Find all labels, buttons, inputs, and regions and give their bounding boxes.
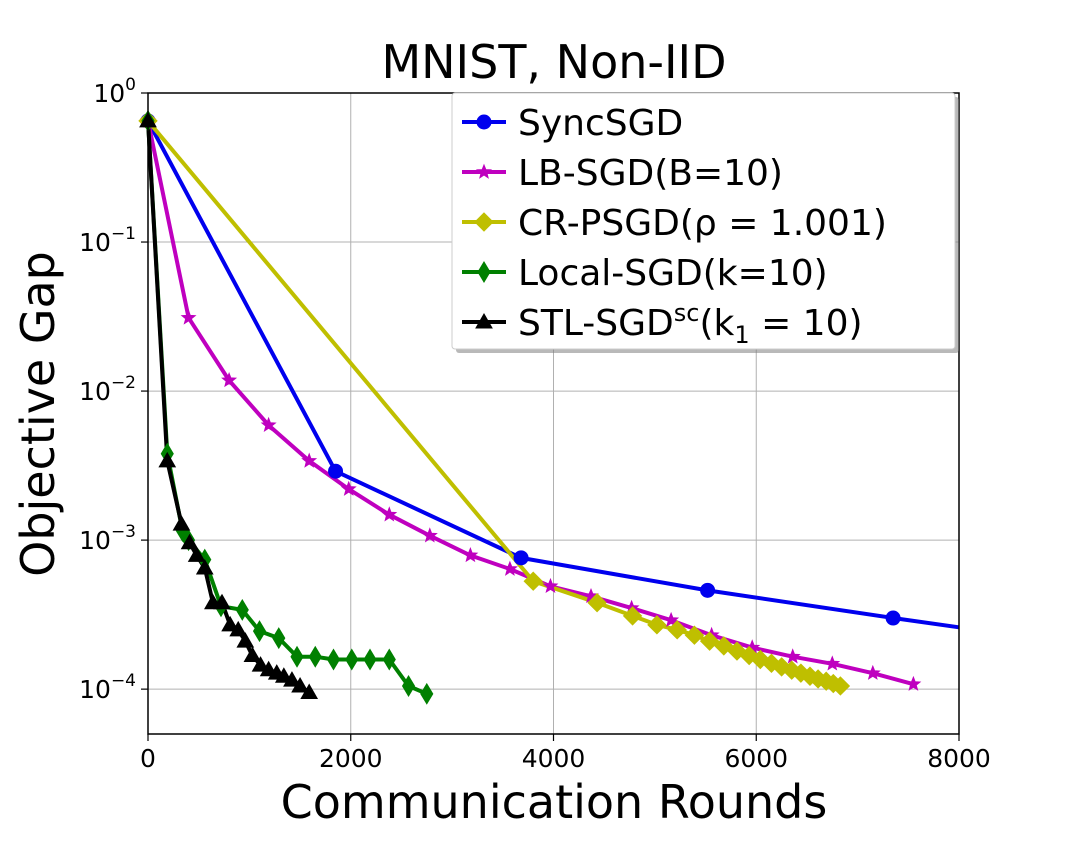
- data-point-syncsgd: [328, 463, 344, 479]
- legend-item-stl-sgd: STL-SGDsc(k1 = 10): [462, 299, 863, 349]
- legend-swatch-marker: [475, 312, 493, 329]
- data-point-stl-sgd: [300, 683, 319, 699]
- legend-label: LB-SGD(B=10): [518, 153, 783, 194]
- data-point-syncsgd: [885, 610, 901, 626]
- data-point-cr-psgd-1-001-: [647, 615, 667, 635]
- data-point-stl-sgd: [243, 646, 262, 663]
- data-point-local-sgd-k-10-: [252, 620, 267, 643]
- legend-box: [451, 92, 956, 350]
- legend-swatch-marker: [476, 114, 492, 130]
- y-axis-ticks: 100 10−1 10−2 10−3 10−4: [79, 75, 148, 704]
- data-point-lb-sgd-b-10-: [421, 527, 438, 543]
- data-point-cr-psgd-1-001-: [830, 676, 851, 696]
- legend-swatch-marker: [474, 212, 494, 232]
- data-point-lb-sgd-b-10-: [542, 577, 559, 594]
- data-point-syncsgd: [513, 550, 529, 566]
- data-point-lb-sgd-b-10-: [663, 611, 680, 628]
- data-point-lb-sgd-b-10-: [462, 547, 479, 563]
- data-point-stl-sgd: [158, 451, 177, 468]
- data-point-lb-sgd-b-10-: [501, 560, 518, 576]
- legend: SyncSGD LB-SGD(B=10) CR-PSGD(ρ = 1.001) Loc…: [451, 92, 959, 353]
- data-point-lb-sgd-b-10-: [221, 372, 238, 388]
- data-point-lb-sgd-b-10-: [260, 416, 277, 433]
- data-point-stl-sgd: [195, 558, 214, 575]
- data-point-lb-sgd-b-10-: [784, 648, 801, 664]
- legend-label: Local-SGD(k=10): [518, 253, 828, 294]
- data-point-lb-sgd-b-10-: [381, 506, 398, 522]
- x-axis-ticks: 0 2000 4000 6000 8000: [140, 734, 991, 773]
- data-point-local-sgd-k-10-: [308, 645, 322, 668]
- data-point-local-sgd-k-10-: [382, 648, 396, 671]
- data-point-cr-psgd-1-001-: [523, 571, 543, 591]
- data-point-stl-sgd: [236, 632, 255, 648]
- data-point-local-sgd-k-10-: [401, 675, 416, 697]
- data-point-stl-sgd: [213, 593, 231, 610]
- chart-title: MNIST, Non-IID: [381, 35, 726, 89]
- y-tick-label: 100: [93, 75, 136, 108]
- series-line-local-sgd-k-10-: [146, 120, 428, 696]
- data-point-local-sgd-k-10-: [272, 627, 286, 650]
- y-tick-label: 10−3: [79, 522, 136, 555]
- series-line-syncsgd: [146, 119, 960, 630]
- legend-label: STL-SGDsc(k1 = 10): [518, 299, 863, 349]
- data-point-cr-psgd-1-001-: [667, 620, 687, 640]
- data-point-lb-sgd-b-10-: [824, 655, 841, 671]
- legend-item-cr-psgd-1-001-: CR-PSGD(ρ = 1.001): [462, 203, 887, 244]
- legend-item-syncsgd: SyncSGD: [462, 103, 683, 144]
- data-point-local-sgd-k-10-: [363, 648, 377, 671]
- data-point-cr-psgd-1-001-: [699, 631, 720, 651]
- legend-item-lb-sgd-b-10-: LB-SGD(B=10): [462, 153, 783, 194]
- legend-label: SyncSGD: [518, 103, 683, 144]
- x-tick-label: 8000: [927, 744, 991, 773]
- x-tick-label: 6000: [724, 744, 788, 773]
- legend-swatch-marker: [475, 163, 493, 179]
- legend-label: CR-PSGD(ρ = 1.001): [518, 203, 887, 244]
- data-point-lb-sgd-b-10-: [905, 675, 922, 691]
- data-point-local-sgd-k-10-: [345, 648, 359, 671]
- data-point-local-sgd-k-10-: [290, 645, 304, 668]
- data-point-lb-sgd-b-10-: [301, 452, 318, 468]
- data-point-local-sgd-k-10-: [326, 648, 341, 671]
- data-point-lb-sgd-b-10-: [340, 480, 357, 496]
- legend-swatch-marker: [477, 261, 491, 283]
- x-axis-label: Communication Rounds: [281, 775, 828, 829]
- data-point-stl-sgd: [251, 656, 270, 672]
- data-point-local-sgd-k-10-: [420, 682, 434, 705]
- data-point-lb-sgd-b-10-: [864, 664, 881, 680]
- legend-item-local-sgd-k-10-: Local-SGD(k=10): [462, 253, 828, 294]
- data-point-stl-sgd: [187, 546, 206, 562]
- data-point-local-sgd-k-10-: [235, 598, 249, 621]
- series-markers: [138, 109, 922, 705]
- data-point-cr-psgd-1-001-: [587, 593, 607, 613]
- y-tick-label: 10−1: [79, 224, 136, 257]
- data-point-syncsgd: [700, 582, 716, 598]
- data-point-stl-sgd: [221, 615, 239, 632]
- data-point-stl-sgd: [229, 620, 248, 637]
- data-point-cr-psgd-1-001-: [684, 625, 705, 645]
- x-tick-label: 4000: [522, 744, 586, 773]
- data-point-stl-sgd: [180, 533, 199, 550]
- data-point-cr-psgd-1-001-: [622, 606, 643, 626]
- y-axis-label: Objective Gap: [11, 251, 65, 577]
- y-tick-label: 10−2: [79, 373, 136, 406]
- data-point-stl-sgd: [172, 515, 191, 531]
- x-tick-label: 2000: [319, 744, 383, 773]
- y-tick-label: 10−4: [79, 671, 136, 704]
- data-point-lb-sgd-b-10-: [180, 309, 197, 325]
- data-point-stl-sgd: [291, 676, 309, 693]
- x-tick-label: 0: [140, 744, 156, 773]
- data-point-stl-sgd: [283, 671, 301, 687]
